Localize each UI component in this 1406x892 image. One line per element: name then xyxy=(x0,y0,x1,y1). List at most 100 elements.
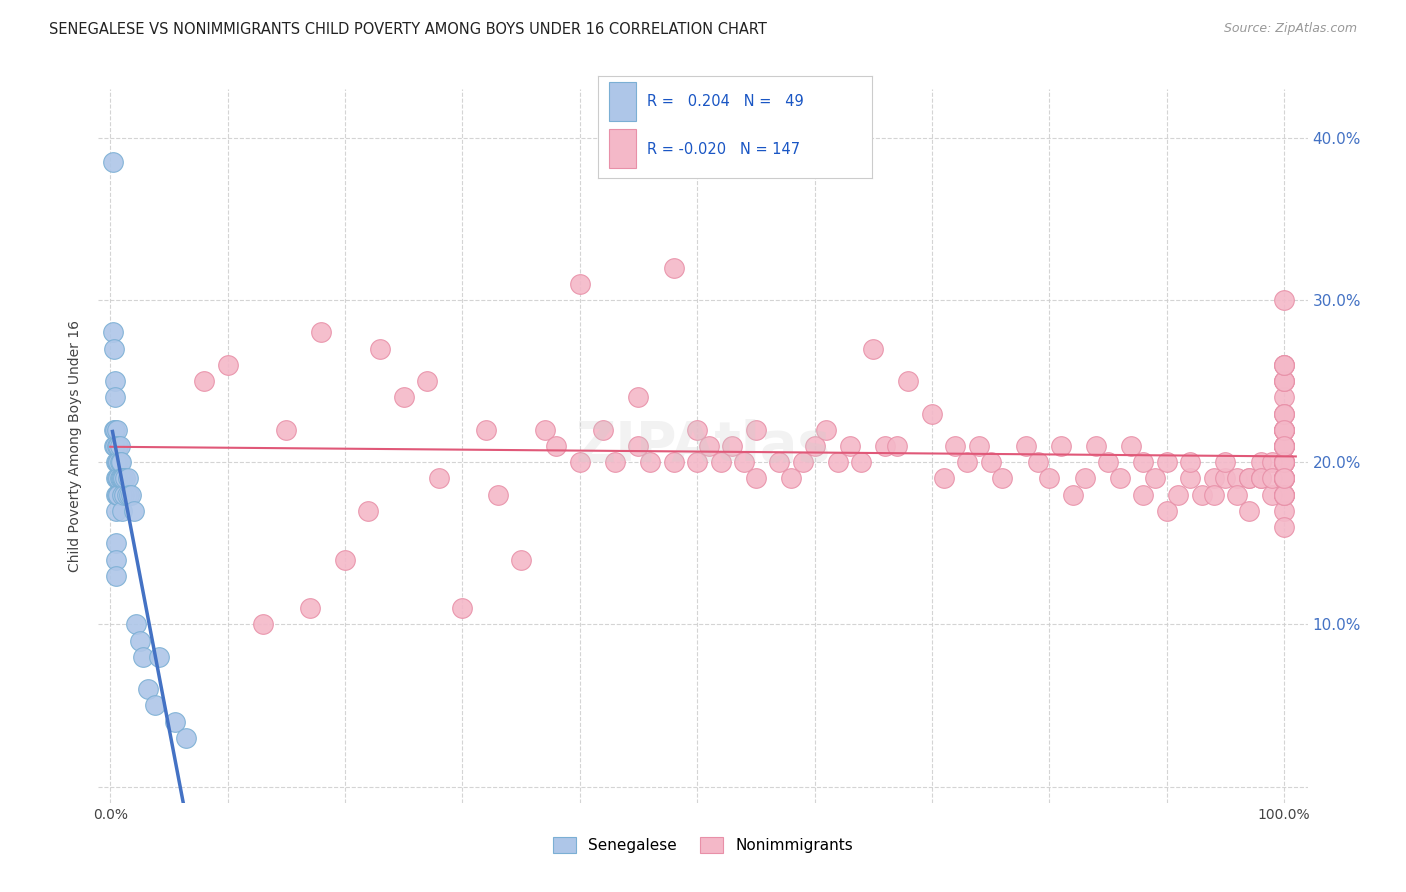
Point xyxy=(1272,439,1295,453)
Point xyxy=(1272,488,1295,502)
Point xyxy=(768,455,790,469)
Point xyxy=(686,423,709,437)
Point xyxy=(120,488,142,502)
Point xyxy=(862,342,884,356)
Text: R = -0.020   N = 147: R = -0.020 N = 147 xyxy=(647,142,800,157)
Point xyxy=(117,471,139,485)
Point xyxy=(1215,455,1237,469)
Point xyxy=(1250,455,1272,469)
Point xyxy=(107,439,129,453)
Point xyxy=(745,471,768,485)
Point xyxy=(1272,358,1295,372)
Point xyxy=(163,714,186,729)
Point xyxy=(108,439,131,453)
Point xyxy=(803,439,825,453)
Point xyxy=(416,374,439,388)
Point xyxy=(333,552,356,566)
Point xyxy=(1038,471,1060,485)
Point xyxy=(1272,455,1295,469)
Point xyxy=(1272,471,1295,485)
Point xyxy=(101,155,124,169)
Point xyxy=(1272,374,1295,388)
Point xyxy=(1272,293,1295,307)
Point xyxy=(105,471,128,485)
Point xyxy=(1272,455,1295,469)
Point xyxy=(276,423,298,437)
Point xyxy=(110,471,132,485)
Point xyxy=(956,455,979,469)
Point xyxy=(122,504,145,518)
Point xyxy=(1272,439,1295,453)
Point xyxy=(103,342,125,356)
Point xyxy=(1272,423,1295,437)
Point xyxy=(105,488,128,502)
Point xyxy=(1261,455,1284,469)
Point xyxy=(945,439,967,453)
Point xyxy=(1272,471,1295,485)
Point xyxy=(451,601,474,615)
Point xyxy=(128,633,150,648)
Y-axis label: Child Poverty Among Boys Under 16: Child Poverty Among Boys Under 16 xyxy=(69,320,83,572)
Point xyxy=(1215,471,1237,485)
Point xyxy=(1272,455,1295,469)
Point xyxy=(1272,407,1295,421)
Point xyxy=(1272,455,1295,469)
Point xyxy=(357,504,380,518)
Point xyxy=(1272,455,1295,469)
Point xyxy=(193,374,215,388)
Point xyxy=(1272,471,1295,485)
Point xyxy=(143,698,166,713)
Point xyxy=(104,423,127,437)
Point xyxy=(1085,439,1108,453)
Point xyxy=(1272,439,1295,453)
Point xyxy=(1180,471,1202,485)
Point xyxy=(107,488,129,502)
Point xyxy=(1073,471,1095,485)
Point xyxy=(311,326,333,340)
Point xyxy=(108,455,131,469)
Point xyxy=(1272,439,1295,453)
Point xyxy=(815,423,838,437)
Point xyxy=(1272,407,1295,421)
Point xyxy=(792,455,814,469)
Point xyxy=(105,552,128,566)
Point xyxy=(592,423,614,437)
Point xyxy=(101,326,124,340)
Point xyxy=(1272,471,1295,485)
Point xyxy=(104,374,127,388)
Point xyxy=(105,504,128,518)
Point xyxy=(111,504,134,518)
Point xyxy=(838,439,860,453)
Point xyxy=(1121,439,1143,453)
Point xyxy=(1250,471,1272,485)
Point xyxy=(136,682,159,697)
Point xyxy=(115,488,138,502)
Point xyxy=(1272,423,1295,437)
Bar xyxy=(609,82,636,121)
Point xyxy=(114,471,136,485)
Point xyxy=(697,439,720,453)
Point xyxy=(873,439,896,453)
Point xyxy=(1272,471,1295,485)
Point xyxy=(252,617,274,632)
Point xyxy=(533,423,555,437)
Point xyxy=(1272,423,1295,437)
Point xyxy=(897,374,920,388)
Point xyxy=(568,277,591,291)
Point xyxy=(851,455,873,469)
Point xyxy=(1097,455,1119,469)
Point xyxy=(1143,471,1166,485)
Point xyxy=(1226,471,1249,485)
Point xyxy=(1272,439,1295,453)
Point xyxy=(627,439,650,453)
Point xyxy=(1272,374,1295,388)
Point xyxy=(1272,374,1295,388)
Point xyxy=(105,568,128,582)
Point xyxy=(1202,471,1225,485)
Point xyxy=(510,552,533,566)
Point xyxy=(1226,488,1249,502)
Point xyxy=(1272,471,1295,485)
Point xyxy=(1272,455,1295,469)
Point xyxy=(475,423,498,437)
Text: R =   0.204   N =   49: R = 0.204 N = 49 xyxy=(647,94,804,109)
